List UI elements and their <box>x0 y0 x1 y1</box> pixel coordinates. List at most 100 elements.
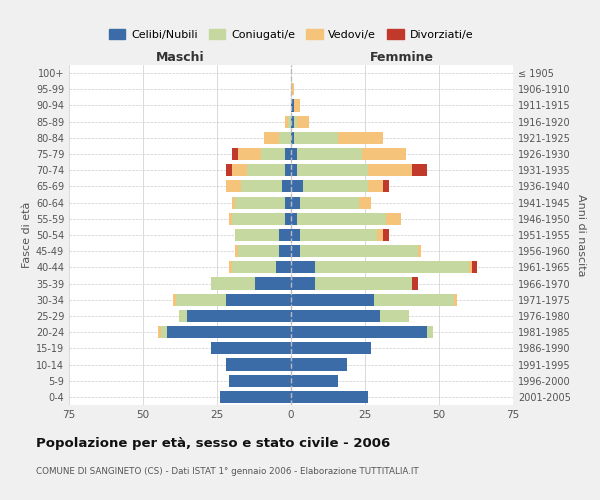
Bar <box>167 326 291 338</box>
Bar <box>232 148 238 160</box>
Bar <box>386 212 401 225</box>
Bar <box>291 358 347 370</box>
Bar <box>176 294 226 306</box>
Bar <box>211 342 291 354</box>
Bar <box>300 196 359 208</box>
Bar <box>359 196 371 208</box>
Bar <box>294 100 300 112</box>
Bar <box>265 132 279 144</box>
Bar <box>229 212 232 225</box>
Bar <box>282 180 291 192</box>
Bar <box>285 116 288 128</box>
Bar <box>173 294 176 306</box>
Text: COMUNE DI SANGINETO (CS) - Dati ISTAT 1° gennaio 2006 - Elaborazione TUTTITALIA.: COMUNE DI SANGINETO (CS) - Dati ISTAT 1°… <box>36 468 419 476</box>
Bar <box>187 310 291 322</box>
Bar <box>291 116 294 128</box>
Bar <box>232 212 285 225</box>
Bar <box>256 278 291 289</box>
Bar <box>412 164 427 176</box>
Bar <box>262 148 285 160</box>
Bar <box>291 164 297 176</box>
Bar <box>291 245 300 258</box>
Bar <box>285 148 291 160</box>
Bar <box>291 132 294 144</box>
Bar <box>235 245 238 258</box>
Bar <box>211 278 256 289</box>
Bar <box>285 212 291 225</box>
Bar <box>368 180 383 192</box>
Bar <box>220 391 291 403</box>
Bar <box>303 180 368 192</box>
Bar <box>235 229 279 241</box>
Bar <box>297 164 368 176</box>
Bar <box>226 180 241 192</box>
Bar <box>161 326 167 338</box>
Bar <box>368 164 412 176</box>
Bar <box>291 100 294 112</box>
Bar <box>291 83 294 96</box>
Bar <box>238 148 262 160</box>
Bar <box>247 164 285 176</box>
Bar <box>383 229 389 241</box>
Bar <box>300 229 377 241</box>
Bar <box>288 116 291 128</box>
Bar <box>291 229 300 241</box>
Y-axis label: Anni di nascita: Anni di nascita <box>576 194 586 276</box>
Bar <box>380 310 409 322</box>
Bar <box>377 229 383 241</box>
Bar <box>241 180 282 192</box>
Bar <box>291 196 300 208</box>
Bar <box>232 262 276 274</box>
Bar <box>383 180 389 192</box>
Bar <box>291 180 303 192</box>
Bar <box>158 326 161 338</box>
Bar <box>362 148 406 160</box>
Legend: Celibi/Nubili, Coniugati/e, Vedovi/e, Divorziati/e: Celibi/Nubili, Coniugati/e, Vedovi/e, Di… <box>104 24 478 44</box>
Bar <box>291 374 338 387</box>
Y-axis label: Fasce di età: Fasce di età <box>22 202 32 268</box>
Text: Maschi: Maschi <box>155 51 205 64</box>
Bar <box>291 278 314 289</box>
Bar <box>314 262 469 274</box>
Bar <box>232 196 235 208</box>
Bar <box>291 326 427 338</box>
Bar <box>235 196 285 208</box>
Bar <box>291 310 380 322</box>
Bar <box>427 326 433 338</box>
Bar <box>294 116 297 128</box>
Bar <box>297 116 309 128</box>
Bar <box>297 148 362 160</box>
Bar <box>374 294 454 306</box>
Bar <box>285 196 291 208</box>
Bar <box>285 164 291 176</box>
Bar <box>469 262 472 274</box>
Bar <box>291 262 314 274</box>
Bar <box>229 374 291 387</box>
Bar <box>291 212 297 225</box>
Bar <box>294 132 338 144</box>
Bar <box>229 262 232 274</box>
Bar <box>412 278 418 289</box>
Bar <box>297 212 386 225</box>
Bar <box>418 245 421 258</box>
Bar <box>238 245 279 258</box>
Bar <box>279 229 291 241</box>
Text: Popolazione per età, sesso e stato civile - 2006: Popolazione per età, sesso e stato civil… <box>36 438 390 450</box>
Bar <box>300 245 418 258</box>
Bar <box>338 132 383 144</box>
Bar <box>291 391 368 403</box>
Bar <box>472 262 478 274</box>
Text: Femmine: Femmine <box>370 51 434 64</box>
Bar <box>291 342 371 354</box>
Bar <box>232 164 247 176</box>
Bar <box>226 358 291 370</box>
Bar <box>314 278 412 289</box>
Bar <box>226 164 232 176</box>
Bar <box>291 148 297 160</box>
Bar <box>279 132 291 144</box>
Bar <box>276 262 291 274</box>
Bar <box>291 294 374 306</box>
Bar <box>454 294 457 306</box>
Bar <box>226 294 291 306</box>
Bar <box>179 310 187 322</box>
